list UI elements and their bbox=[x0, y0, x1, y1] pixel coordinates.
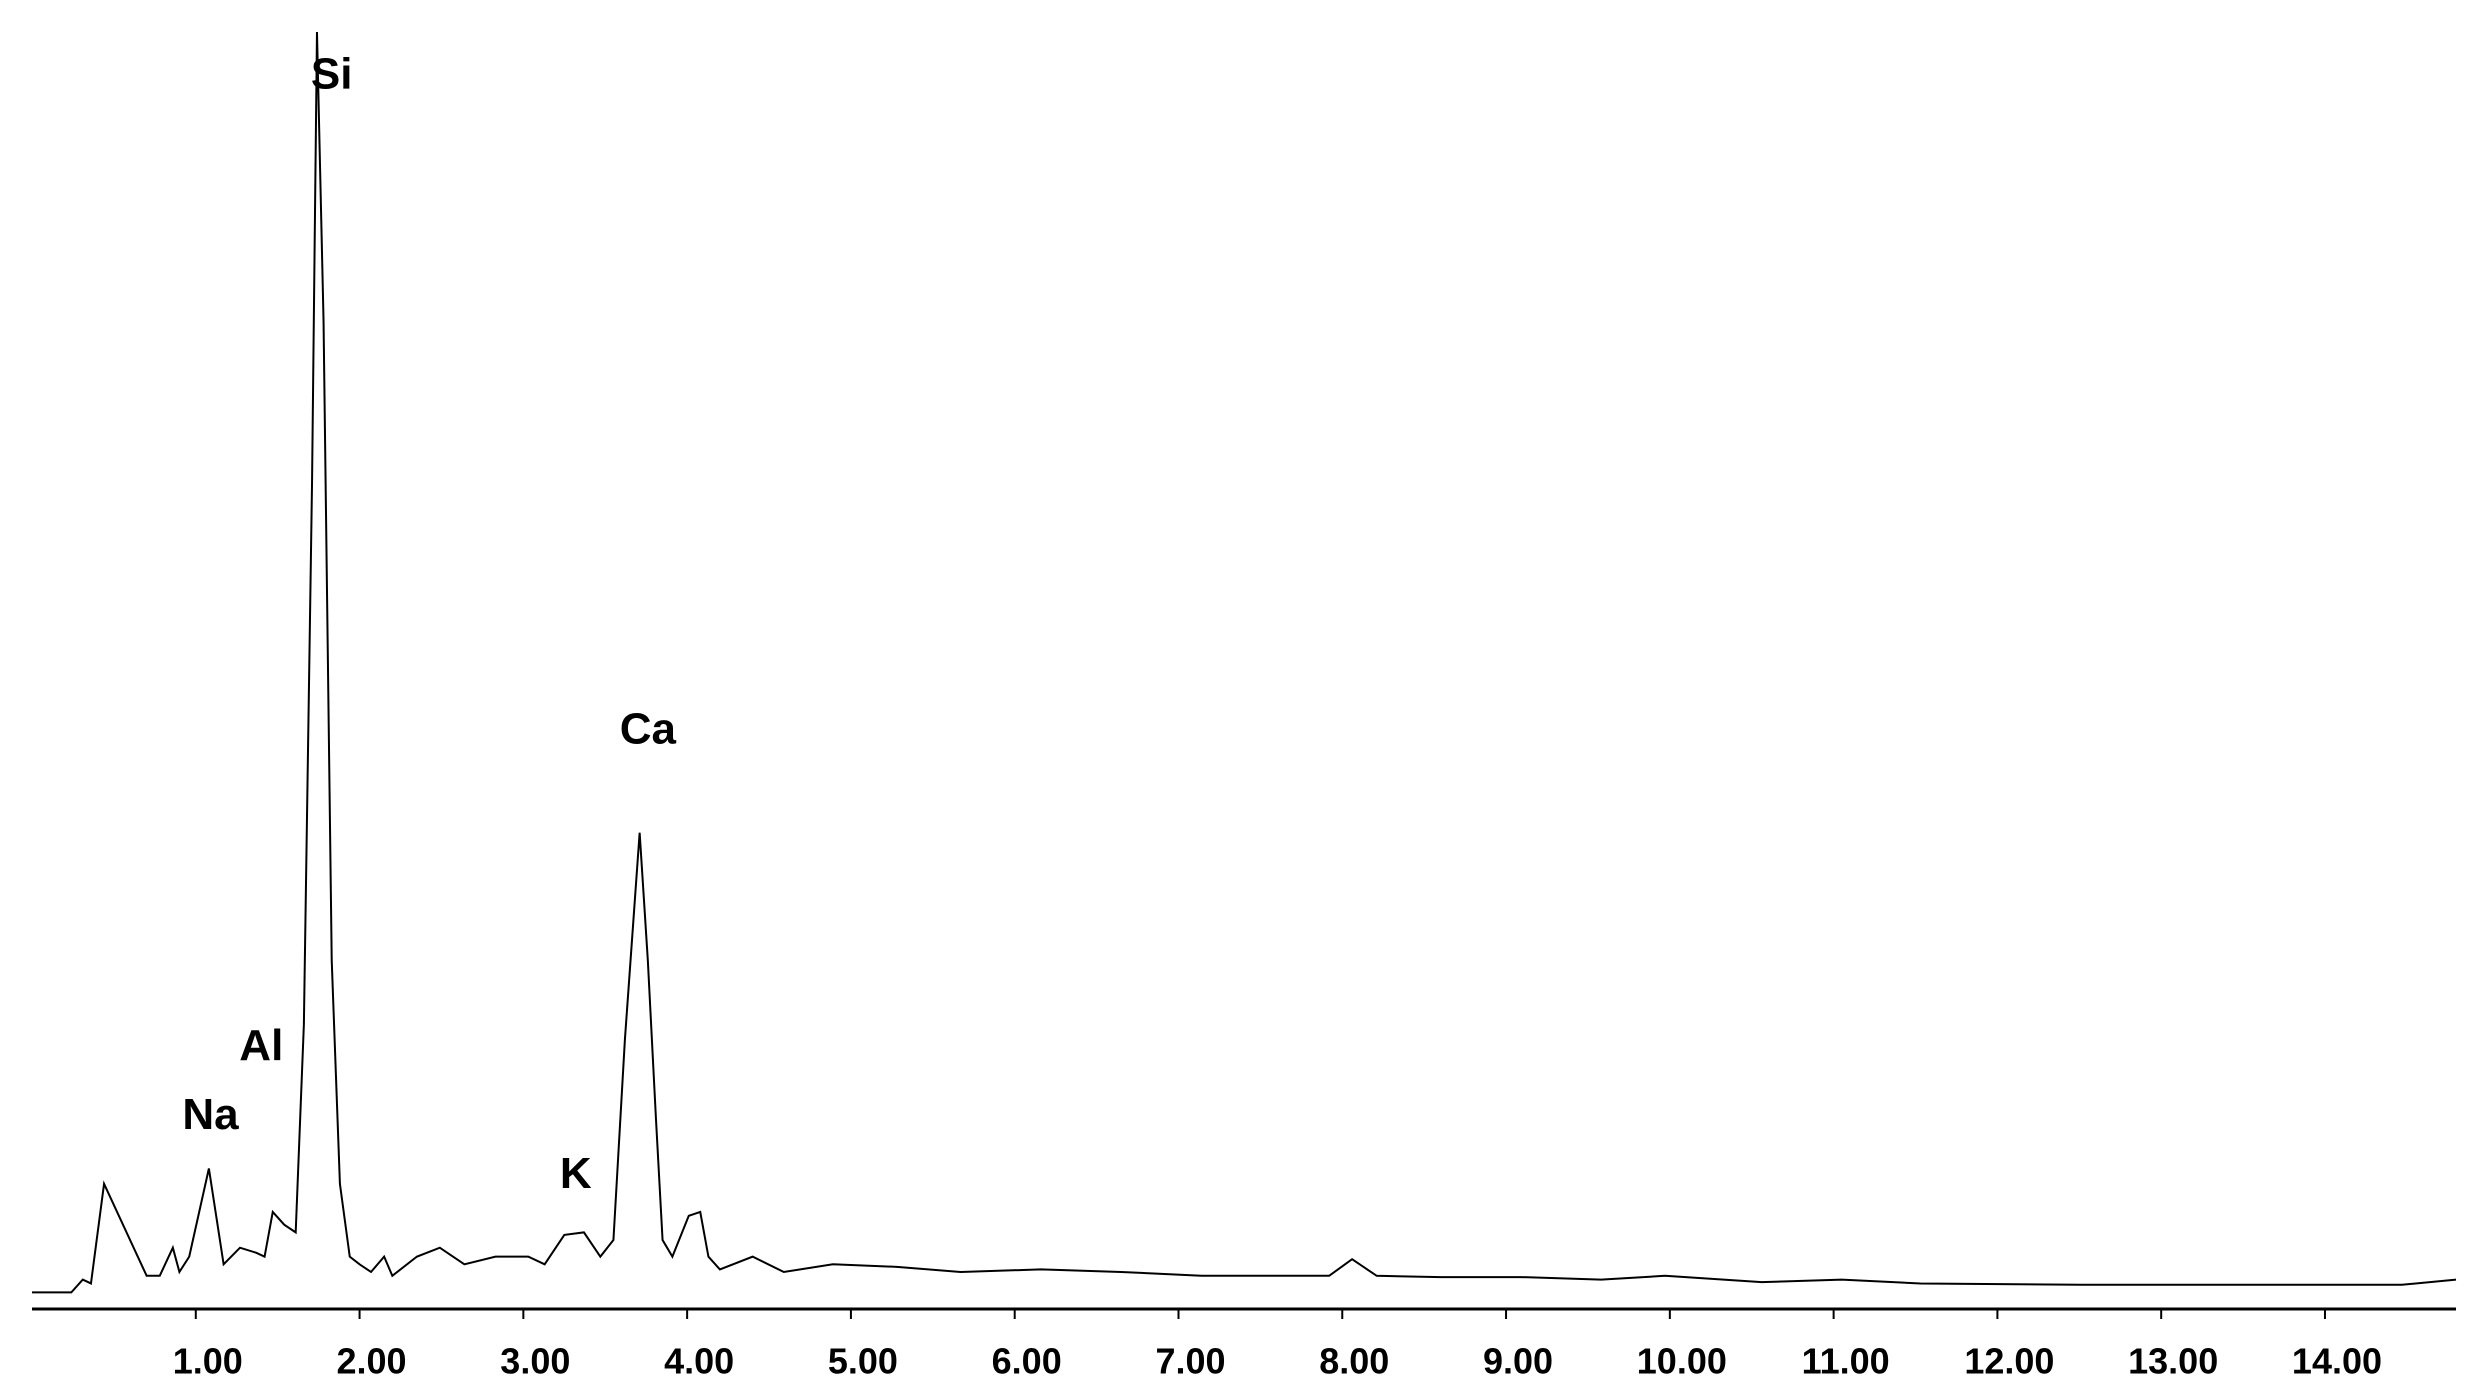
x-tick-label: 10.00 bbox=[1637, 1341, 1727, 1382]
x-tick-label: 4.00 bbox=[664, 1341, 734, 1382]
peak-label: Na bbox=[182, 1090, 239, 1139]
peak-label: Ca bbox=[620, 704, 677, 753]
x-tick-label: 9.00 bbox=[1483, 1341, 1553, 1382]
peak-label: Si bbox=[311, 49, 353, 98]
spectrum-line bbox=[32, 31, 2457, 1294]
x-tick-label: 12.00 bbox=[1964, 1341, 2054, 1382]
peak-label: Al bbox=[239, 1021, 283, 1070]
x-tick-label: 7.00 bbox=[1155, 1341, 1225, 1382]
x-tick-label: 1.00 bbox=[173, 1341, 243, 1382]
x-tick-label: 6.00 bbox=[992, 1341, 1062, 1382]
peak-label: K bbox=[560, 1149, 592, 1198]
x-tick-label: 11.00 bbox=[1802, 1341, 1890, 1382]
x-tick-label: 2.00 bbox=[337, 1341, 407, 1382]
x-tick-label: 5.00 bbox=[828, 1341, 898, 1382]
x-tick-label: 8.00 bbox=[1319, 1341, 1389, 1382]
x-tick-label: 14.00 bbox=[2292, 1341, 2382, 1382]
x-tick-label: 13.00 bbox=[2128, 1341, 2218, 1382]
x-tick-label: 3.00 bbox=[500, 1341, 570, 1382]
